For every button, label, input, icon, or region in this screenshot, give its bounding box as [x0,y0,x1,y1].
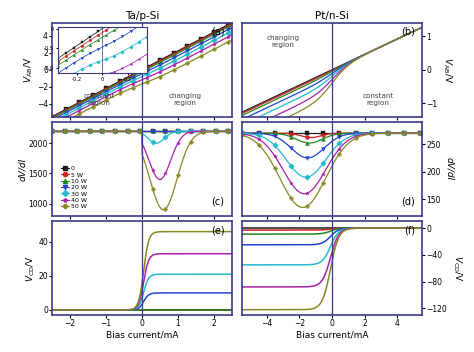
Text: changing
region: changing region [266,35,300,48]
Y-axis label: $V_{\rm CD}$/V: $V_{\rm CD}$/V [451,255,464,282]
Text: changing
region: changing region [168,93,201,106]
Y-axis label: dV/dI: dV/dI [445,157,454,181]
Text: constant
region: constant region [83,93,114,106]
Y-axis label: $V_{\rm AB}$/V: $V_{\rm AB}$/V [23,57,36,83]
Text: (e): (e) [211,225,224,235]
Text: (a): (a) [211,27,224,37]
Text: (c): (c) [211,196,224,206]
X-axis label: Bias current/mA: Bias current/mA [296,331,368,340]
Text: (f): (f) [404,225,415,235]
Legend: 0, 5 W, 10 W, 20 W, 30 W, 40 W, 50 W: 0, 5 W, 10 W, 20 W, 30 W, 40 W, 50 W [59,163,89,212]
Text: (b): (b) [401,27,415,37]
Text: constant
region: constant region [362,93,393,106]
Title: Pt/n-Si: Pt/n-Si [315,11,349,21]
Y-axis label: $V_{\rm CD}$/V: $V_{\rm CD}$/V [24,255,37,282]
Text: (d): (d) [401,196,415,206]
Y-axis label: dV/dI: dV/dI [18,157,27,181]
X-axis label: Bias current/mA: Bias current/mA [106,331,178,340]
Title: Ta/p-Si: Ta/p-Si [125,11,159,21]
Y-axis label: $V_{\rm AB}$/V: $V_{\rm AB}$/V [441,57,454,83]
